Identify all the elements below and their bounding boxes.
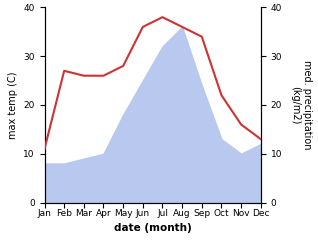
Y-axis label: max temp (C): max temp (C) bbox=[8, 71, 18, 139]
X-axis label: date (month): date (month) bbox=[114, 223, 191, 233]
Y-axis label: med. precipitation
(kg/m2): med. precipitation (kg/m2) bbox=[290, 60, 312, 150]
